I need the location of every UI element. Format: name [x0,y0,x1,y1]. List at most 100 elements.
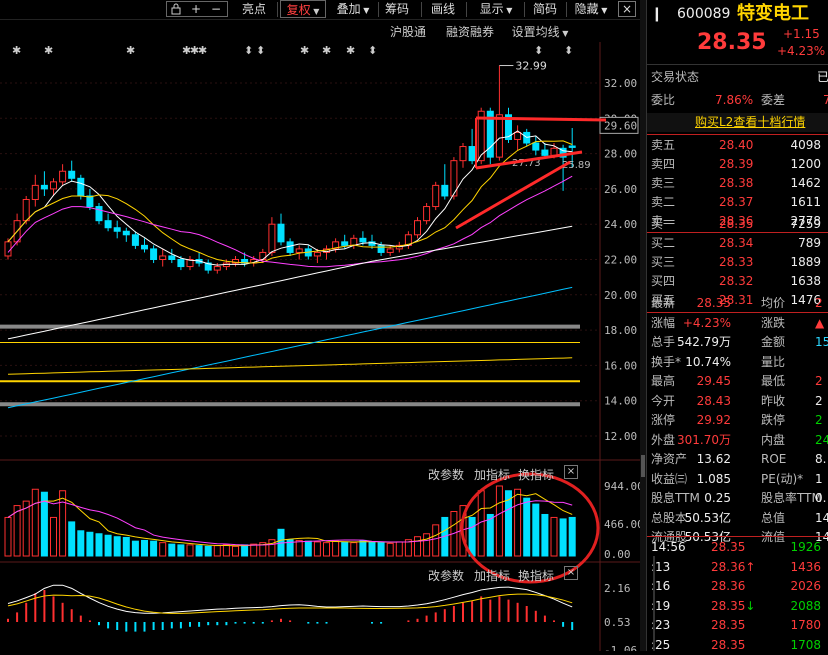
collapse-icon[interactable]: ❙ [651,6,663,22]
display-button[interactable]: 显示 ▼ [470,0,522,18]
overlay-button[interactable]: 叠加 ▼ [330,0,376,18]
stat-value: 28.35 [696,296,731,310]
buy-volume: 7259 [790,217,821,231]
volume-bar [313,541,321,557]
zoom-in-button[interactable]: + [190,2,202,16]
panel-splitter[interactable] [640,0,646,651]
adjust-button[interactable]: 复权 ▼ [280,0,326,18]
simple-code-button[interactable]: 简码 [532,2,557,16]
volume-bar [359,539,367,557]
macd-close-icon[interactable]: × [564,566,578,580]
hsgt-button[interactable]: 沪股通 [389,25,426,39]
macd-change-indicator[interactable]: 换指标 [518,569,555,583]
macd-add-indicator[interactable]: 加指标 [474,569,511,583]
stat-value: 156. [815,335,828,349]
stat-label: 换手* [651,354,682,369]
sell-row: 卖四 28.39 1200 [647,155,828,174]
drawn-support-line [475,150,583,170]
candle-body [22,198,30,222]
candle-body [377,244,385,253]
volume-bar [532,503,540,557]
stat-label: 昨收 [761,393,786,408]
ma-line [7,140,573,264]
sell-volume: 2778 [790,214,821,228]
volume-bar [514,488,522,557]
hide-button[interactable]: 隐藏 ▼ [568,0,614,18]
candle-body [59,170,67,183]
price-tag [599,116,639,134]
vol-close-icon[interactable]: × [564,465,578,479]
event-marker: ✱ [300,44,309,57]
ma-settings-button[interactable]: 设置均线 ▼ [508,23,572,41]
candle-body [441,184,449,197]
sell-volume: 1611 [790,195,821,209]
stat-label: 均价 [761,296,786,310]
zoom-out-button[interactable]: − [210,2,222,16]
volume-bar [213,545,221,557]
chips-button[interactable]: 筹码 [384,2,409,16]
close-button[interactable]: × [618,1,636,17]
stat-value: 2 [815,413,823,427]
candle-body [50,181,57,190]
event-marker: ⬍ [368,44,377,57]
candle-body [532,142,540,151]
kline-chart[interactable]: 32.0030.0028.0026.0024.0022.0020.0018.00… [0,20,640,651]
volume-bar [68,521,76,557]
tick-volume: 1708 [790,637,821,652]
zoom-group [166,1,228,17]
volume-tick-label: 466.00 [604,518,640,531]
stat-label: 净资产 [651,452,688,466]
buy-price: 28.35 [719,217,754,231]
caret-down-icon: ▼ [559,29,569,38]
event-marker: ⬍ [256,44,265,57]
candle-body [332,241,340,250]
volume-bar [104,534,112,557]
tick-volume: 2026 [790,579,821,593]
buy-level-label: 买四 [651,274,676,288]
overlay-label: 叠加 [336,2,361,16]
trade-status-label: 交易状态 [651,70,700,84]
adjust-label: 复权 [286,3,311,17]
stat-label: 最低 [761,374,786,388]
volume-bar [50,516,57,557]
lock-icon[interactable] [168,0,184,18]
vol-change-indicator[interactable]: 换指标 [518,468,555,482]
tick-price: 28.35 [711,637,746,652]
volume-bar [341,541,349,557]
sell-volume: 1200 [790,157,821,171]
tick-time: :19 [651,598,671,613]
tick-row: :13 28.36↑ 1436 [647,558,828,577]
stat-row: 涨停 29.92 跌停 2 [647,411,828,430]
tick-row: :23 28.35 1780 [647,616,828,635]
stat-row: 最高 29.45 最低 2 [647,372,828,391]
l2-link[interactable]: 购买L2查看十档行情 [695,115,806,129]
candle-body [486,110,494,158]
stat-label: 金额 [761,335,786,349]
volume-bar [495,485,503,557]
vol-add-indicator[interactable]: 加指标 [474,468,511,482]
tick-price: 28.35 [711,540,746,554]
ma-line [7,130,573,266]
candle-body [359,237,367,243]
tick-volume: 1780 [790,618,821,632]
stat-value: 8. [815,452,827,466]
candle-body [350,237,358,246]
highlight-button[interactable]: 亮点 [241,2,266,16]
tick-scrollbar[interactable] [653,556,655,651]
draw-line-button[interactable]: 画线 [430,2,455,16]
volume-bar [541,513,549,557]
volume-bar [150,540,158,557]
stat-value: 13.62 [696,452,731,466]
vol-edit-params[interactable]: 改参数 [428,468,465,482]
volume-bar [232,545,239,557]
tick-volume: 2088 [790,598,821,613]
macd-edit-params[interactable]: 改参数 [428,569,465,583]
drawn-resistance-line [475,116,607,122]
sell-row: 卖二 28.37 1611 [647,193,828,212]
macd-tick-label: -1.06 [604,644,637,651]
sell-price: 28.38 [719,176,754,190]
volume-bar [4,516,12,557]
margin-button[interactable]: 融资融券 [445,25,494,39]
stat-value: 301.70万 [677,432,731,447]
bid-diff-value: 7 [823,93,828,107]
